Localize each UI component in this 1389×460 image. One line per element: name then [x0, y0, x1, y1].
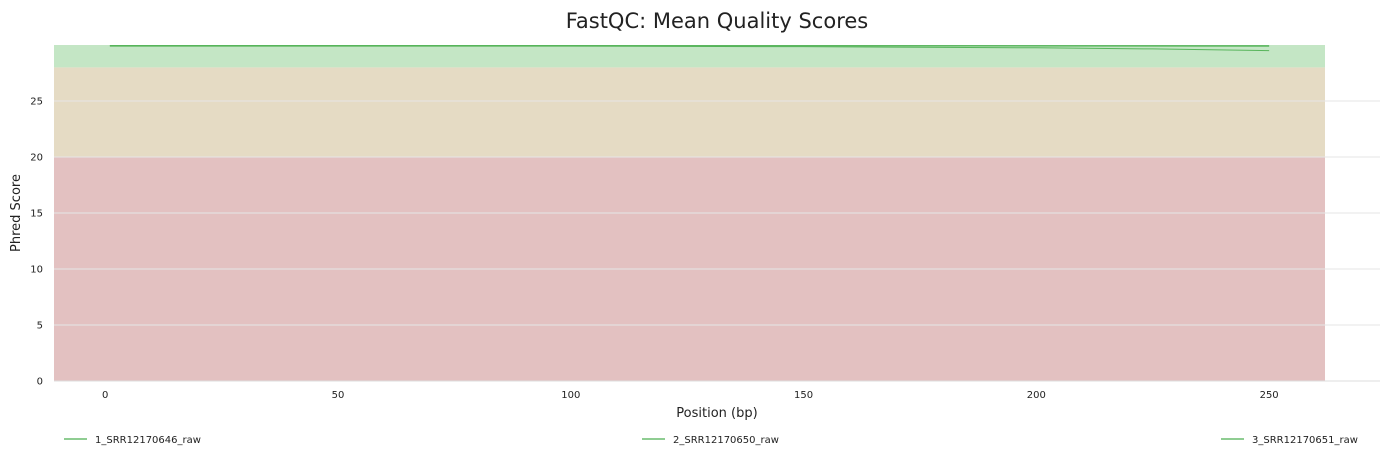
legend-item[interactable]: 3_SRR12170651_raw [1221, 435, 1358, 446]
legend-item[interactable]: 1_SRR12170646_raw [64, 435, 201, 446]
legend-label: 2_SRR12170650_raw [673, 435, 779, 446]
legend-label: 1_SRR12170646_raw [95, 435, 201, 446]
x-tick-label: 50 [332, 390, 345, 401]
quality-band-1 [54, 67, 1325, 157]
quality-band-2 [54, 45, 1325, 68]
legend-item[interactable]: 2_SRR12170650_raw [642, 435, 779, 446]
series-lines [109, 45, 1270, 52]
y-tick-label: 25 [30, 97, 43, 108]
legend-label: 3_SRR12170651_raw [1252, 435, 1358, 446]
y-tick-label: 20 [30, 153, 43, 164]
x-tick-label: 0 [102, 390, 108, 401]
y-tick-label: 0 [37, 377, 43, 388]
y-axis-ticks: 0 5 10 15 20 25 [30, 97, 43, 388]
y-axis-label: Phred Score [9, 174, 24, 252]
x-axis-label: Position (bp) [676, 406, 757, 421]
y-tick-label: 5 [37, 321, 43, 332]
legend: 1_SRR12170646_raw 2_SRR12170650_raw 3_SRR1… [64, 435, 1358, 446]
series-line-3 [109, 45, 1270, 47]
x-tick-label: 100 [561, 390, 580, 401]
chart-title: FastQC: Mean Quality Scores [566, 9, 869, 33]
x-tick-label: 150 [794, 390, 813, 401]
x-tick-label: 200 [1027, 390, 1046, 401]
gridlines [54, 100, 1380, 382]
x-tick-label: 250 [1260, 390, 1279, 401]
y-tick-label: 15 [30, 209, 43, 220]
x-axis-ticks: 0 50 100 150 200 250 [102, 390, 1279, 401]
y-tick-label: 10 [30, 265, 43, 276]
